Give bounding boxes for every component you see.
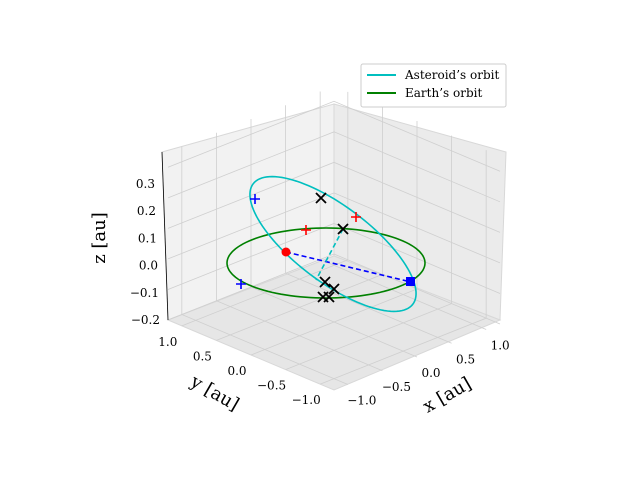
z-tick-label: −0.1 [130, 286, 159, 300]
y-tick-label: −0.5 [257, 379, 286, 393]
x-tick-label: −1.0 [347, 394, 376, 408]
orbits [226, 175, 426, 313]
asteroid-position-marker [323, 291, 335, 303]
z-tick-label: 0.0 [139, 259, 158, 273]
x-tick-label: 0.0 [421, 366, 440, 380]
z-grid-line [167, 100, 501, 172]
legend: Asteroid’s orbit Earth’s orbit [360, 63, 507, 108]
z-tick-label: −0.2 [131, 313, 160, 327]
y-tick-label: 0.0 [227, 364, 246, 378]
asteroid-connector-line [315, 228, 344, 281]
legend-label-asteroid: Asteroid’s orbit [404, 68, 499, 82]
earth-orbit-line [226, 227, 426, 299]
tick-labels: −1.0 −0.5 0.0 0.5 1.0 −1.0 −0.5 0.0 0.5 1.0 −0.2 −0… [130, 177, 510, 408]
asteroid-position-marker [337, 223, 349, 235]
z-grid-line [167, 223, 501, 294]
legend-box [360, 63, 507, 108]
earth-marker [406, 277, 415, 286]
y-tick-label: 0.5 [193, 349, 212, 363]
x-tick-label: 0.5 [456, 352, 475, 366]
asteroid-position-marker [328, 283, 340, 295]
earth-position-marker [250, 194, 260, 204]
asteroid-orbit-line [249, 175, 417, 313]
z-axis-label: z [au] [89, 212, 110, 264]
earth-position-marker [236, 279, 246, 289]
y-tick-label: 1.0 [158, 335, 177, 349]
grid-lines [161, 91, 501, 385]
sun-projection-marker [351, 212, 361, 222]
legend-label-earth: Earth’s orbit [405, 86, 482, 100]
axis-panes [161, 103, 507, 391]
sun-marker [281, 247, 291, 257]
markers [236, 192, 415, 303]
z-grid-line [167, 131, 501, 203]
z-grid-line [167, 161, 501, 233]
z-tick-label: 0.2 [137, 204, 156, 218]
asteroid-position-marker [319, 276, 331, 288]
z-tick-label: 0.3 [136, 177, 155, 191]
y-tick-label: −1.0 [292, 393, 321, 407]
z-tick-label: 0.1 [138, 231, 157, 245]
x-tick-label: 1.0 [491, 339, 510, 353]
asteroid-position-marker [315, 192, 327, 204]
z-grid-line [167, 192, 501, 264]
earth-connector-line [285, 251, 412, 283]
x-tick-label: −0.5 [382, 380, 411, 394]
sun-projection-marker [301, 225, 311, 235]
z-grid-line [167, 253, 501, 325]
floor-pane [166, 255, 502, 391]
z-axis-line [161, 151, 169, 321]
